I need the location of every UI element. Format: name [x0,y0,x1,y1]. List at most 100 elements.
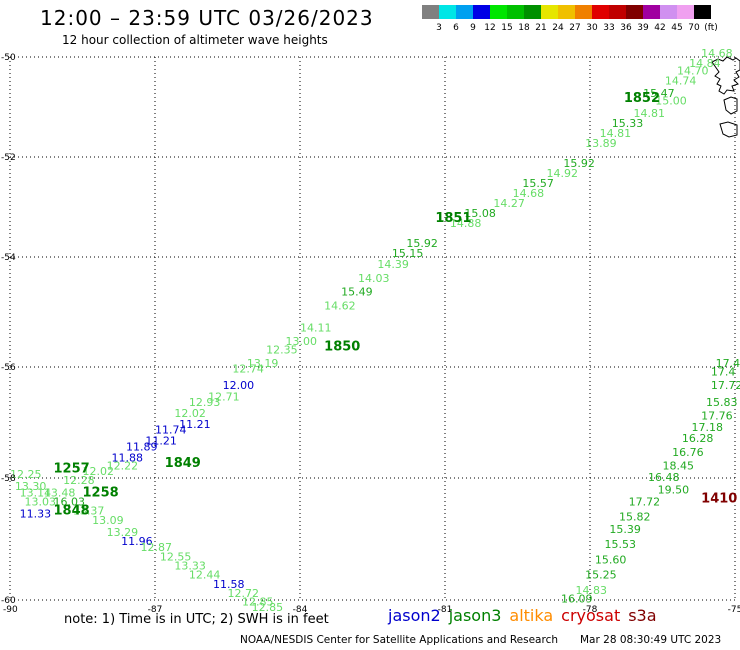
legend-swatch [507,5,524,19]
legend-unit: (ft) [704,23,718,33]
legend-label: 36 [620,23,632,33]
wave-height-label: 12.35 [266,343,298,356]
wave-height-label: 14.74 [665,75,697,88]
wave-height-label: 15.60 [595,553,627,566]
legend-label: 9 [470,23,476,33]
wave-height-label: 15.82 [619,511,651,524]
legend-label: 18 [518,23,530,33]
legend-swatch [677,5,694,19]
legend-swatch [439,5,456,19]
legend-label: 42 [654,23,666,33]
wave-height-label: 17.72 [711,379,740,392]
coastline-island [723,96,738,115]
pass-time-label: 1851 [435,211,471,226]
legend-label: 27 [569,23,581,33]
wave-height-label: 12.28 [63,474,95,487]
wave-height-label: 17.4 [716,357,740,370]
source-s3a: s3a [628,606,657,625]
wave-height-label: 15.15 [392,247,424,260]
legend-label: 24 [552,23,564,33]
wave-height-label: 11.88 [112,451,144,464]
wave-height-label: 13.37 [73,505,105,518]
wave-height-label: 13.14 [20,486,51,499]
lat-tick-label: -50 [1,53,16,63]
legend-swatch [660,5,677,19]
legend-label: 45 [671,23,683,33]
coastline [711,56,740,138]
map-subtitle: 12 hour collection of altimeter wave hei… [62,33,328,47]
legend-label: 70 [688,23,700,33]
wave-height-label: 17.76 [701,410,733,423]
coastline-island [719,121,738,138]
wave-height-label: 12.02 [83,465,115,478]
pass-time-label: 1849 [165,456,201,471]
wave-height-label: 15.92 [563,157,595,170]
wave-height-label: 11.33 [20,508,51,521]
wave-height-label: 15.92 [406,237,438,250]
pass-time-label: 1850 [324,340,360,355]
legend-swatch [694,5,711,19]
wave-height-label: 13.00 [286,335,318,348]
pass-time-label: 1848 [54,504,90,519]
legend-label: 6 [453,23,459,33]
wave-height-label: 15.08 [464,207,496,220]
wave-height-label: 12.87 [141,541,173,554]
wave-height-label: 12.85 [252,601,284,614]
wave-height-label: 15.00 [655,95,687,108]
credit-line: NOAA/NESDIS Center for Satellite Applica… [240,634,558,646]
wave-height-label: 16.09 [561,593,593,606]
wave-height-label: 12.02 [174,407,206,420]
wave-height-label: 14.27 [493,197,525,210]
legend-label: 12 [484,23,496,33]
wave-height-label: 14.81 [634,107,666,120]
wave-height-label: 11.21 [145,435,177,448]
wave-height-label: 13.19 [247,357,278,370]
wave-height-label: 12.55 [160,550,192,563]
lon-tick-label: -84 [293,605,308,615]
pass-time-label: 1410 [701,491,737,506]
legend-label: 3 [436,23,442,33]
lon-tick-label: -90 [3,605,18,615]
legend-swatch [626,5,643,19]
wave-height-label: 13.30 [15,480,47,493]
generated-timestamp: Mar 28 08:30:49 UTC 2023 [580,634,722,646]
lat-tick-label: -60 [1,596,16,606]
wave-height-label: 12.25 [10,468,42,481]
legend-swatch [456,5,473,19]
lat-lon-grid [9,56,736,601]
lat-tick-label: -58 [1,474,16,484]
wave-height-label: 18.45 [663,460,695,473]
satellite-sources: jason2 jason3 altika cryosat s3a [388,606,665,625]
source-jason3: jason3 [448,606,502,625]
legend-label: 15 [501,23,513,33]
wave-height-label: 17.4 [711,365,736,378]
wave-height-label: 11.21 [179,418,211,431]
legend-swatch [609,5,626,19]
lon-tick-label: -87 [148,605,163,615]
wave-height-label: 15.39 [609,523,641,536]
legend-swatch [422,5,439,19]
wave-height-label: 14.03 [358,272,390,285]
wave-height-label: 11.89 [126,440,158,453]
legend-swatch [558,5,575,19]
legend-swatch [541,5,558,19]
wave-height-label: 11.96 [121,535,152,548]
wave-height-label: 14.11 [300,321,332,334]
wave-height-label: 14.88 [450,217,482,230]
wave-height-label: 16.03 [54,495,86,508]
wave-height-label: 14.68 [701,47,733,60]
legend-swatch [643,5,660,19]
wave-height-label: 19.50 [658,483,690,496]
wave-height-label: 16.28 [682,432,714,445]
wave-height-label: 13.89 [585,137,617,150]
axis-tick-labels: -90 -87 -84 -81 -78 -75 -50 -52 -54 -56 -58 -60 [1,53,740,615]
wave-height-label: 15.83 [706,396,738,409]
wave-height-label: 11.74 [155,424,187,437]
wave-height-label: 13.03 [25,495,57,508]
wave-height-label: 14.68 [513,187,545,200]
map-title: 12:00 – 23:59 UTC 03/26/2023 [40,6,374,30]
wave-height-label: 14.83 [576,584,608,597]
lat-tick-label: -54 [1,253,16,263]
wave-height-label: 14.81 [600,127,632,140]
